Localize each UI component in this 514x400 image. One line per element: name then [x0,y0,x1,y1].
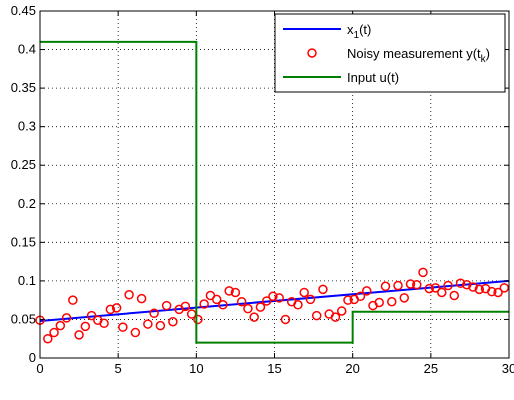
measurement-point [68,295,78,305]
measurement-point [143,319,153,329]
x-tick-label: 30 [502,361,514,376]
measurement-point [243,303,253,314]
measurement-point [268,291,278,302]
y-tick-label: 0.3 [18,119,36,134]
measurement-point [80,321,91,332]
measurement-point [430,283,441,293]
measurement-point [118,322,128,332]
input-step-line [40,40,509,344]
measurement-point [193,314,203,325]
measurement-point [255,302,266,312]
measurement-point [230,287,241,298]
measurement-point [130,327,141,338]
measurement-point [249,312,259,322]
measurement-point [293,300,303,310]
measurement-point [361,286,372,296]
measurement-point [487,286,497,297]
measurement-point [224,286,234,296]
measurement-point [305,294,316,305]
measurement-point [149,308,159,319]
measurement-point [330,312,341,322]
measurement-point [124,290,134,300]
measurement-point [274,293,284,303]
legend-swatch [307,48,317,58]
y-tick-label: 0.4 [18,42,36,57]
measurement-point [343,295,353,305]
measurement-point [412,279,422,290]
y-tick-label: 0 [29,350,36,365]
measurement-point [443,280,453,291]
x-tick-label: 25 [424,361,438,376]
measurement-point [424,283,435,294]
y-tick-label: 0.25 [11,157,36,172]
ticks: 0 5 10 15 20 25 30 0 0.05 0.1 0.15 0.2 0.25 0.3 0.35 0.… [11,3,514,376]
measurement-point [43,333,53,344]
y-tick-label: 0.2 [18,196,36,211]
measurement-point [74,330,84,340]
measurement-point [218,300,228,310]
measurement-point [199,299,209,309]
legend-label: x1(t) [347,22,371,41]
measurement-point [111,303,122,313]
measurement-point [86,310,97,321]
measurement-point [99,318,109,329]
measurement-point [180,301,191,312]
measurement-point [499,283,510,293]
measurement-point [280,314,291,325]
measurement-point [136,293,147,304]
measurement-point [336,306,347,316]
series-layer [35,40,510,344]
measurement-point [437,287,447,298]
y-tick-label: 0.05 [11,311,36,326]
measurement-point [474,284,485,295]
measurement-point [61,313,72,323]
legend-label: Noisy measurement y(tk) [347,46,490,65]
x-tick-label: 20 [345,361,359,376]
measurement-point [318,284,328,295]
measurement-point [105,304,116,315]
measurement-point [387,296,397,307]
x-tick-label: 15 [267,361,281,376]
measurement-point [418,267,428,278]
measurement-point [55,320,66,331]
measurement-point [261,296,272,306]
measurement-point [355,291,366,302]
legend-label: Input u(t) [347,70,399,85]
measurement-point [155,320,166,331]
legend: x1(t) Noisy measurement y(tk) Input u(t) [274,13,506,93]
measurement-point [405,279,416,289]
y-tick-label: 0.15 [11,234,36,249]
measurement-point [49,327,59,338]
y-tick-label: 0.1 [18,273,36,288]
measurement-point [236,296,247,307]
measurement-point [211,294,222,305]
measurement-point [449,290,460,301]
legend-box [274,13,506,93]
measurement-point [399,293,410,303]
x-tick-label: 0 [36,361,43,376]
measurement-point [299,287,309,298]
measurement-point [311,310,322,321]
measurement-point [380,281,391,292]
measurement-point [168,317,178,327]
measurement-point [455,278,466,288]
measurement-point [393,280,403,291]
measurement-point [468,282,478,292]
y-tick-label: 0.35 [11,80,36,95]
measurement-point [493,287,503,298]
x-tick-label: 10 [189,361,203,376]
measurement-point [462,279,472,290]
measurement-point [161,300,172,311]
measurement-point [374,297,384,308]
x-tick-label: 5 [115,361,122,376]
y-tick-label: 0.45 [11,3,36,18]
